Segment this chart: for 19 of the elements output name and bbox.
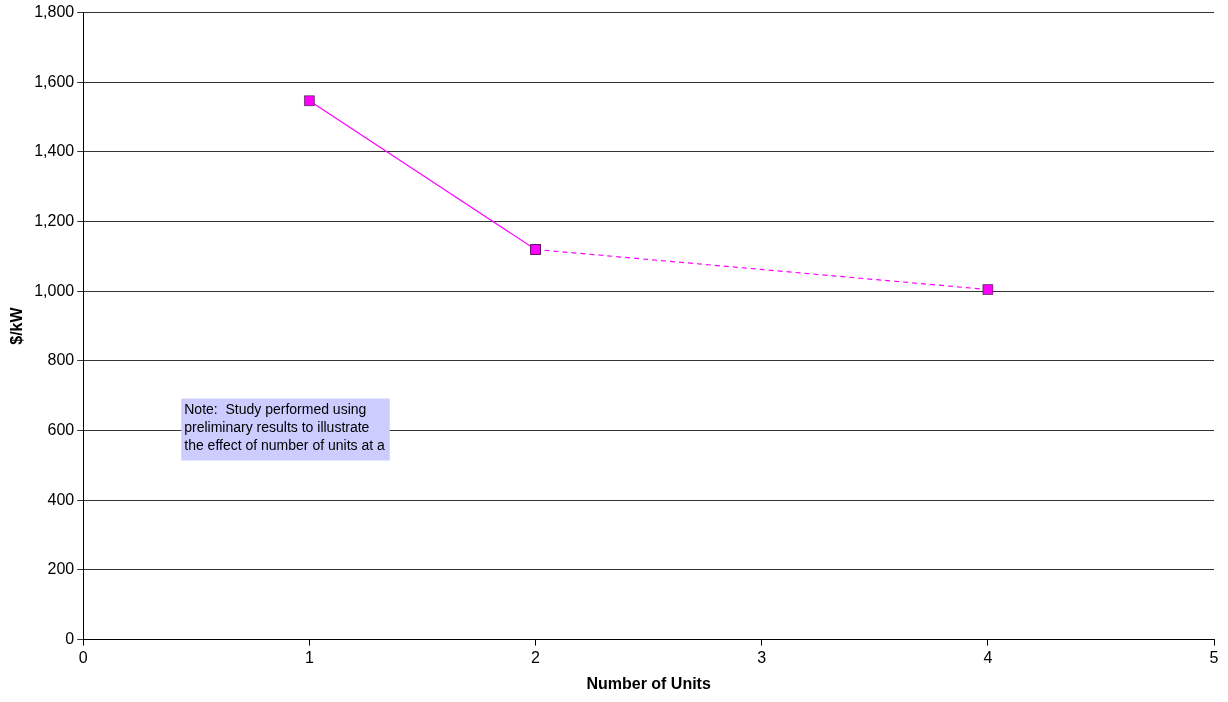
- y-tick-label: 800: [47, 351, 75, 369]
- y-tick-label: 1,000: [34, 281, 75, 299]
- y-tick-label: 400: [47, 490, 75, 508]
- y-tick-label: 200: [47, 560, 75, 578]
- y-tick-label: 1,800: [34, 3, 75, 21]
- x-tick-label: 2: [531, 648, 541, 666]
- x-tick-label: 5: [1209, 648, 1219, 666]
- y-tick-label: 0: [65, 630, 75, 648]
- x-tick-label: 3: [757, 648, 767, 666]
- annotation: Note: Study performed using preliminary results to illustrate the effect of number of units at a: [184, 401, 385, 454]
- y-tick-label: 1,200: [34, 212, 75, 230]
- x-axis-title: Number of Units: [586, 674, 711, 692]
- y-tick-label: 1,600: [34, 72, 75, 90]
- y-tick-label: 1,400: [34, 142, 75, 160]
- x-tick-label: 4: [983, 648, 993, 666]
- x-tick-label: 1: [304, 648, 314, 666]
- y-tick-label: 600: [47, 421, 75, 439]
- y-axis-title: $/kW: [8, 306, 26, 345]
- x-tick-label: 0: [78, 648, 88, 666]
